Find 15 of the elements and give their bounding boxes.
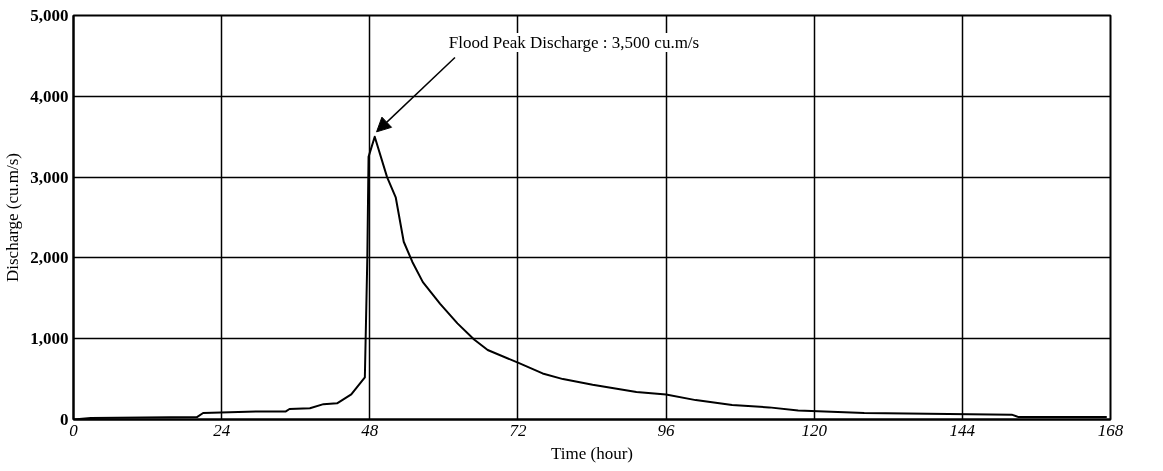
x-tick-label: 24	[213, 420, 231, 440]
x-tick-label: 72	[509, 420, 527, 440]
x-tick-label: 48	[361, 420, 379, 440]
annotation: Flood Peak Discharge : 3,500 cu.m/s	[448, 32, 700, 52]
y-tick-label: 2,000	[30, 248, 69, 268]
x-tick-label: 144	[949, 420, 976, 440]
y-tick-label: 3,000	[30, 167, 69, 187]
y-tick-label: 4,000	[30, 86, 69, 106]
x-tick-label: 168	[1097, 420, 1124, 440]
y-tick-label: 1,000	[30, 329, 69, 349]
x-axis-title: Time (hour)	[550, 443, 634, 463]
y-axis-title: Discharge (cu.m/s)	[3, 152, 23, 283]
y-tick-label: 5,000	[30, 6, 69, 25]
x-tick-label: 120	[801, 420, 828, 440]
x-tick-label: 96	[657, 420, 676, 440]
